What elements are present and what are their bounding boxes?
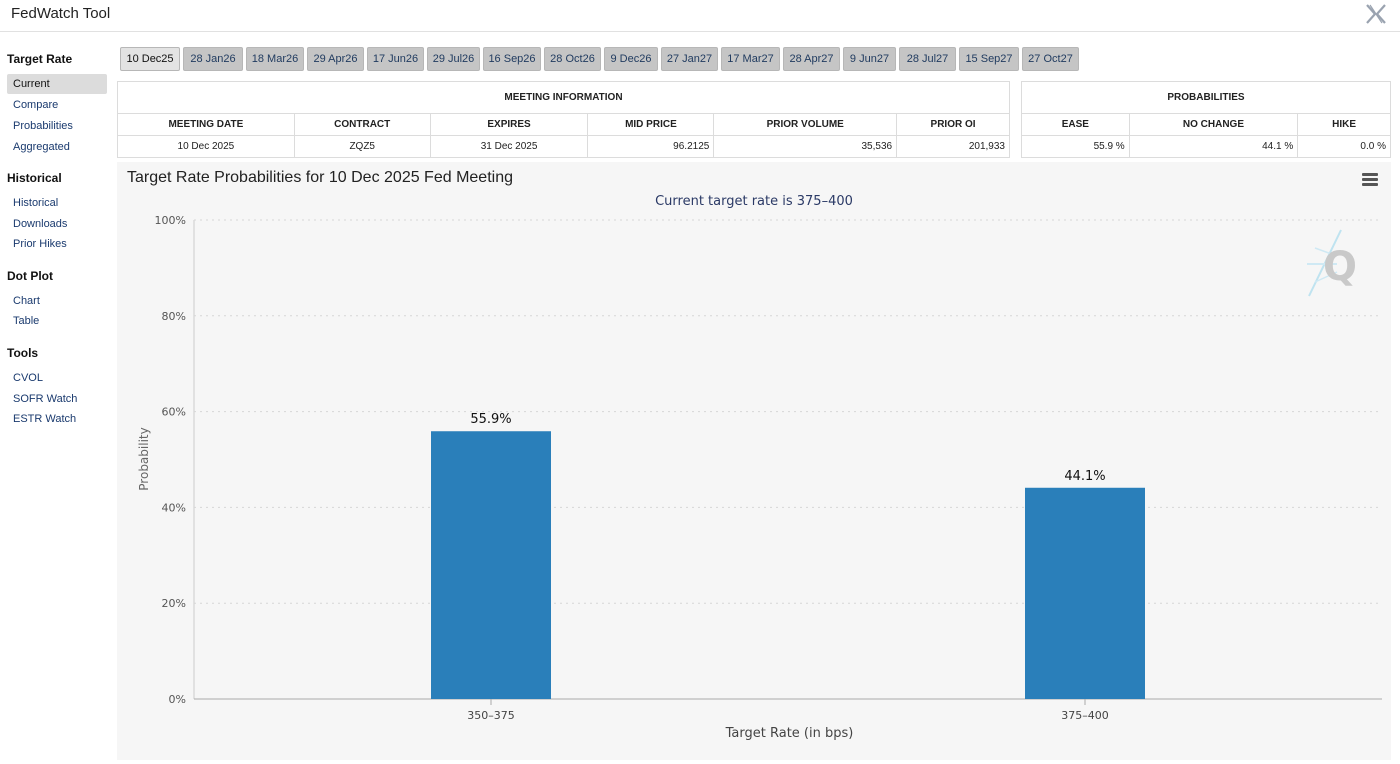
meeting-info-table: MEETING INFORMATION MEETING DATE CONTRACT… (117, 81, 1010, 158)
sidebar-item-sofr-watch[interactable]: SOFR Watch (13, 392, 78, 405)
tab-27-oct27[interactable]: 27 Oct27 (1022, 47, 1079, 71)
tab-29-apr26[interactable]: 29 Apr26 (307, 47, 364, 71)
sidebar-section-historical: Historical (7, 171, 62, 185)
y-tick-label: 20% (162, 597, 186, 610)
data-label: 44.1% (1064, 469, 1105, 484)
sidebar-section-tools: Tools (7, 346, 39, 360)
sidebar-item-table[interactable]: Table (13, 315, 40, 327)
chart-subtitle: Current target rate is 375–400 (655, 194, 853, 209)
tab-16-sep26[interactable]: 16 Sep26 (483, 47, 541, 71)
top-bar: FedWatch Tool (0, 0, 1400, 32)
meeting-cell: 201,933 (896, 135, 1010, 158)
app-title: FedWatch Tool (11, 5, 111, 22)
sidebar-item-estr-watch[interactable]: ESTR Watch (13, 413, 77, 425)
bar (1025, 487, 1145, 699)
chart-menu-icon[interactable] (1362, 173, 1378, 187)
chart-title: Target Rate Probabilities for 10 Dec 202… (127, 169, 513, 186)
probability-cell: 0.0 % (1297, 135, 1391, 158)
meeting-info-title: MEETING INFORMATION (117, 81, 1010, 114)
meeting-cell: ZQZ5 (293, 135, 431, 158)
probability-cell: 44.1 % (1128, 135, 1299, 158)
y-tick-label: 100% (155, 214, 186, 227)
tab-28-apr27[interactable]: 28 Apr27 (783, 47, 840, 71)
x-tick-label: 375–400 (1061, 709, 1109, 722)
sidebar-item-chart[interactable]: Chart (13, 295, 40, 307)
meeting-col-header: CONTRACT (293, 113, 431, 136)
tab-27-jan27[interactable]: 27 Jan27 (661, 47, 718, 71)
sidebar-section-dot-plot: Dot Plot (7, 269, 53, 283)
cme-q-logo-icon: Q (1307, 229, 1357, 297)
meeting-col-header: EXPIRES (429, 113, 589, 136)
probability-col-header: HIKE (1297, 113, 1391, 136)
probabilities-title: PROBABILITIES (1021, 81, 1391, 114)
meeting-col-header: PRIOR OI (896, 113, 1010, 136)
y-tick-label: 40% (162, 501, 186, 514)
probability-col-header: EASE (1021, 113, 1130, 136)
tab-28-oct26[interactable]: 28 Oct26 (544, 47, 601, 71)
data-label: 55.9% (470, 412, 511, 427)
y-tick-label: 0% (169, 693, 186, 706)
sidebar-section-target-rate: Target Rate (7, 52, 73, 66)
y-tick-label: 60% (162, 406, 186, 419)
sidebar-item-probabilities[interactable]: Probabilities (13, 120, 73, 132)
svg-text:Q: Q (1323, 244, 1357, 290)
tab-28-jan26[interactable]: 28 Jan26 (183, 47, 243, 71)
probabilities-table: PROBABILITIES EASE NO CHANGE HIKE 55.9 % 44… (1021, 81, 1391, 158)
tab-18-mar26[interactable]: 18 Mar26 (246, 47, 304, 71)
x-tick-label: 350–375 (467, 709, 515, 722)
tab-9-jun27[interactable]: 9 Jun27 (843, 47, 896, 71)
sidebar-item-downloads[interactable]: Downloads (13, 217, 68, 230)
bar (431, 431, 551, 699)
meeting-col-header: MEETING DATE (117, 113, 295, 136)
y-tick-label: 80% (162, 310, 186, 323)
probability-col-header: NO CHANGE (1128, 113, 1299, 136)
chart-panel: Target Rate Probabilities for 10 Dec 202… (117, 162, 1391, 760)
tab-17-mar27[interactable]: 17 Mar27 (721, 47, 780, 71)
x-axis-label: Target Rate (in bps) (725, 726, 854, 741)
tab-29-jul26[interactable]: 29 Jul26 (427, 47, 480, 71)
tab-17-jun26[interactable]: 17 Jun26 (367, 47, 424, 71)
sidebar-item-current[interactable]: Current (7, 74, 107, 94)
sidebar-item-prior-hikes[interactable]: Prior Hikes (13, 238, 67, 250)
close-x-icon[interactable] (1364, 2, 1388, 26)
sidebar-item-historical[interactable]: Historical (13, 197, 59, 209)
tab-9-dec26[interactable]: 9 Dec26 (604, 47, 658, 71)
meeting-cell: 10 Dec 2025 (117, 135, 295, 158)
meeting-cell: 96.2125 (587, 135, 715, 158)
probability-cell: 55.9 % (1021, 135, 1130, 158)
sidebar-item-compare[interactable]: Compare (13, 99, 59, 111)
meeting-cell: 35,536 (713, 135, 898, 158)
sidebar-item-cvol[interactable]: CVOL (13, 372, 43, 384)
sidebar-item-aggregated[interactable]: Aggregated (13, 141, 70, 153)
meeting-col-header: PRIOR VOLUME (713, 113, 898, 136)
y-axis-label: Probability (137, 427, 151, 491)
meeting-col-header: MID PRICE (587, 113, 715, 136)
bar-chart: 0% 20% 40% 60% 80% 100% 55.9% 350–375 44.1% 375–4… (155, 214, 1382, 722)
tab-15-sep27[interactable]: 15 Sep27 (959, 47, 1019, 71)
tab-10-dec25[interactable]: 10 Dec25 (120, 47, 180, 71)
meeting-cell: 31 Dec 2025 (429, 135, 589, 158)
tab-28-jul27[interactable]: 28 Jul27 (899, 47, 956, 71)
